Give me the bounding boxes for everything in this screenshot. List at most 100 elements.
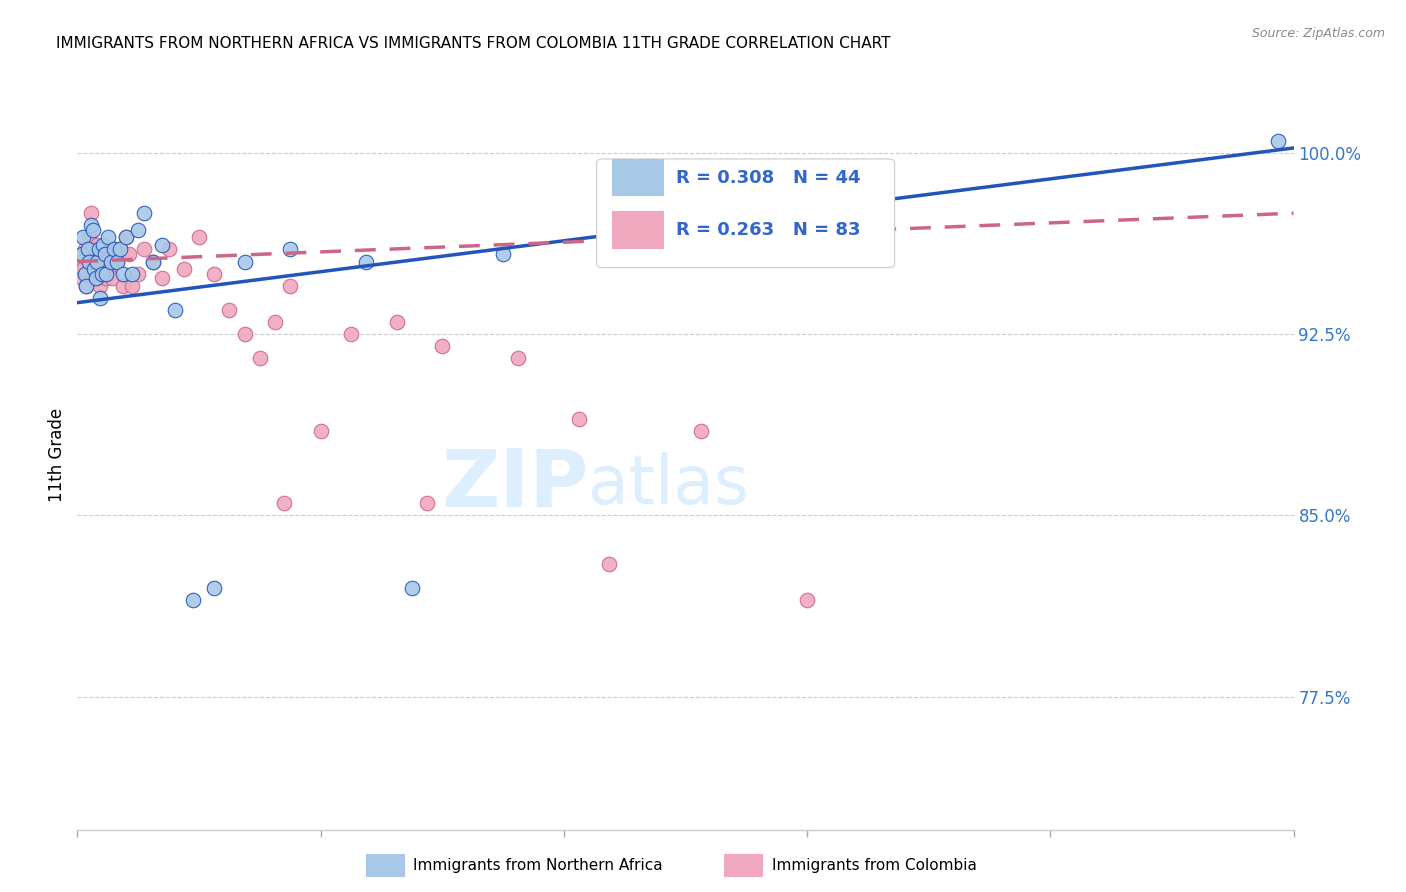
Point — [157, 243, 180, 257]
Point — [115, 230, 138, 244]
Point — [87, 267, 110, 281]
Point — [173, 261, 195, 276]
Point — [84, 271, 107, 285]
Point — [84, 271, 107, 285]
Point — [90, 243, 112, 257]
FancyBboxPatch shape — [613, 211, 664, 249]
Point — [91, 254, 114, 268]
Point — [97, 230, 120, 244]
Point — [86, 237, 108, 252]
Point — [70, 271, 93, 285]
Point — [163, 302, 186, 317]
Point — [105, 254, 128, 268]
Point — [142, 254, 165, 268]
Point — [80, 206, 103, 220]
Point — [86, 254, 108, 268]
Point — [79, 254, 101, 268]
Point — [278, 278, 301, 293]
Point — [202, 581, 225, 595]
Point — [77, 243, 100, 257]
Point — [278, 243, 301, 257]
Point — [87, 243, 110, 257]
Point — [492, 247, 515, 261]
Point — [598, 557, 620, 571]
Text: IMMIGRANTS FROM NORTHERN AFRICA VS IMMIGRANTS FROM COLOMBIA 11TH GRADE CORRELATI: IMMIGRANTS FROM NORTHERN AFRICA VS IMMIG… — [56, 36, 891, 51]
Point — [77, 247, 100, 261]
Point — [233, 254, 256, 268]
Text: Immigrants from Northern Africa: Immigrants from Northern Africa — [413, 858, 664, 872]
Point — [796, 593, 818, 607]
Point — [73, 267, 96, 281]
Text: Source: ZipAtlas.com: Source: ZipAtlas.com — [1251, 27, 1385, 40]
Point — [72, 230, 94, 244]
Point — [83, 254, 105, 268]
Point — [100, 254, 122, 268]
Point — [508, 351, 530, 366]
Text: Immigrants from Colombia: Immigrants from Colombia — [772, 858, 977, 872]
Point — [111, 278, 134, 293]
Point — [118, 247, 141, 261]
Point — [273, 496, 295, 510]
Point — [93, 247, 115, 261]
Point — [568, 411, 591, 425]
Point — [111, 267, 134, 281]
Point — [689, 424, 711, 438]
Point — [249, 351, 271, 366]
Point — [79, 230, 101, 244]
Point — [108, 243, 131, 257]
Point — [202, 267, 225, 281]
Y-axis label: 11th Grade: 11th Grade — [48, 408, 66, 502]
Point — [115, 230, 138, 244]
Point — [80, 219, 103, 233]
Point — [82, 243, 104, 257]
FancyBboxPatch shape — [613, 159, 664, 196]
Point — [97, 261, 120, 276]
Point — [98, 243, 121, 257]
Point — [354, 254, 377, 268]
Point — [73, 243, 96, 257]
Point — [90, 267, 112, 281]
Point — [152, 271, 174, 285]
Point — [430, 339, 453, 353]
Point — [121, 278, 143, 293]
Text: R = 0.263   N = 83: R = 0.263 N = 83 — [676, 221, 860, 239]
Point — [83, 261, 105, 276]
Point — [1267, 134, 1289, 148]
Point — [401, 581, 423, 595]
Text: atlas: atlas — [588, 452, 749, 518]
Point — [309, 424, 332, 438]
Text: ZIP: ZIP — [441, 446, 588, 524]
Point — [127, 223, 149, 237]
Point — [72, 261, 94, 276]
Point — [89, 291, 111, 305]
Point — [101, 271, 124, 285]
Point — [75, 278, 97, 293]
Point — [134, 243, 156, 257]
Point — [181, 593, 204, 607]
FancyBboxPatch shape — [596, 159, 894, 268]
Text: R = 0.308   N = 44: R = 0.308 N = 44 — [676, 169, 860, 186]
Point — [134, 206, 156, 220]
Point — [188, 230, 211, 244]
Point — [89, 278, 111, 293]
Point — [69, 254, 91, 268]
Point — [91, 237, 114, 252]
Point — [108, 243, 131, 257]
Point — [96, 267, 118, 281]
Point — [105, 254, 128, 268]
Point — [127, 267, 149, 281]
Point — [264, 315, 287, 329]
Point — [218, 302, 240, 317]
Point — [121, 267, 143, 281]
Point — [103, 243, 125, 257]
Point — [93, 247, 115, 261]
Point — [100, 254, 122, 268]
Point — [96, 271, 118, 285]
Point — [233, 327, 256, 342]
Point — [103, 243, 125, 257]
Point — [75, 278, 97, 293]
Point — [385, 315, 408, 329]
Point — [82, 223, 104, 237]
Point — [416, 496, 439, 510]
Point — [340, 327, 363, 342]
